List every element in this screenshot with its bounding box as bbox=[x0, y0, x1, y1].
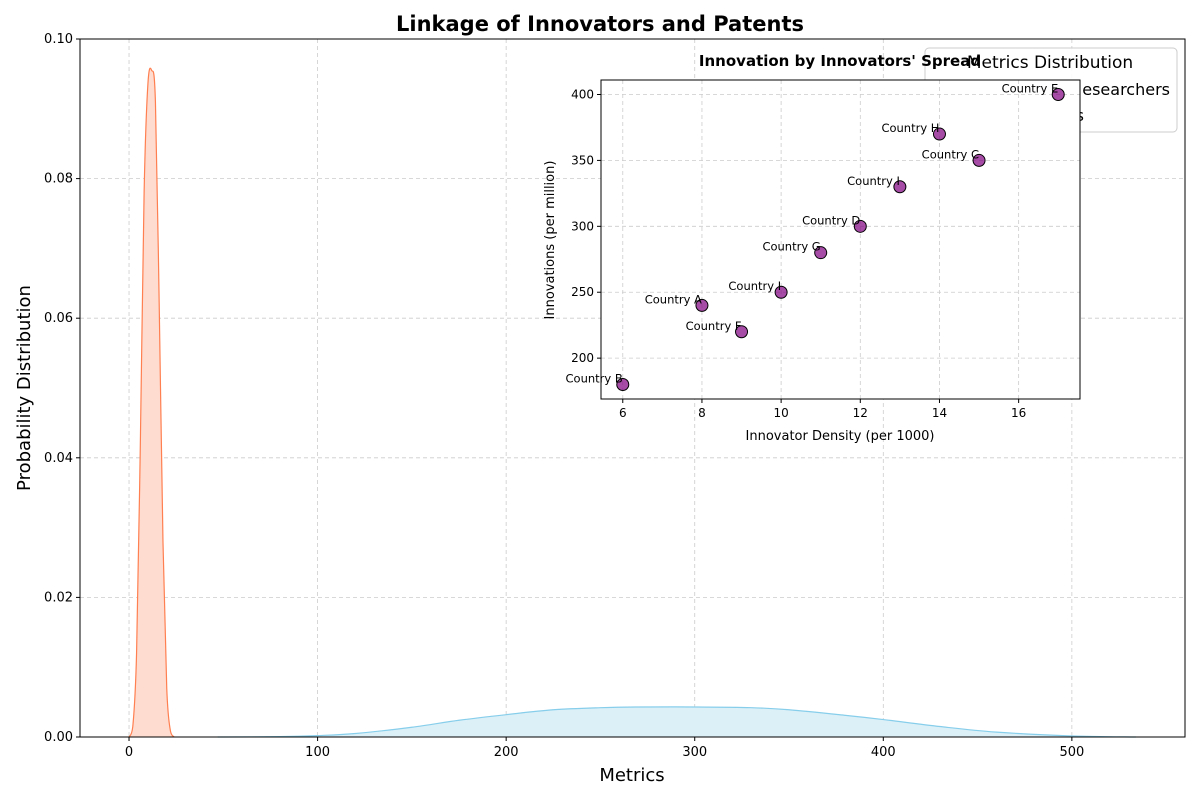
main-x-tick-label: 500 bbox=[1059, 745, 1084, 760]
scatter-point-label: Country B bbox=[566, 372, 623, 386]
scatter-point bbox=[853, 219, 867, 233]
main-title: Linkage of Innovators and Patents bbox=[396, 12, 804, 36]
inset-y-axis-label: Innovations (per million) bbox=[543, 161, 558, 320]
inset-plot: Country A Country B Country C Country D Coun… bbox=[543, 52, 1081, 444]
scatter-point-label: Country F bbox=[686, 319, 742, 333]
scatter-point bbox=[735, 325, 749, 339]
inset-x-tick-label: 14 bbox=[932, 406, 947, 420]
main-y-tick-label: 0.00 bbox=[44, 730, 73, 745]
legend-entry-1: esearchers bbox=[1082, 80, 1170, 99]
scatter-point-label: Country E bbox=[1002, 82, 1059, 96]
scatter-point bbox=[616, 378, 630, 391]
main-x-ticks: 0 100 200 300 400 500 bbox=[125, 737, 1084, 760]
inset-y-tick-label: 300 bbox=[571, 219, 594, 233]
main-x-tick-label: 400 bbox=[871, 745, 896, 760]
inset-plot-frame bbox=[600, 79, 1081, 400]
density-line-series-2 bbox=[217, 706, 1136, 738]
inset-x-tick-label: 16 bbox=[1011, 406, 1026, 420]
inset-y-tick-label: 350 bbox=[571, 153, 594, 167]
scatter-point-label: Country I bbox=[847, 174, 900, 188]
main-plot: 0 100 200 300 400 500 0.00 0.02 0.04 0.06 0.08 0.1… bbox=[14, 12, 1186, 786]
inset-y-tick-label: 250 bbox=[571, 285, 594, 299]
inset-y-tick-label: 200 bbox=[571, 351, 594, 365]
scatter-point bbox=[695, 298, 709, 312]
scatter-point-label: Country H bbox=[881, 121, 939, 135]
main-x-tick-label: 300 bbox=[682, 745, 707, 760]
inset-x-tick-label: 12 bbox=[853, 406, 868, 420]
inset-points bbox=[616, 88, 1065, 391]
main-y-ticks: 0.00 0.02 0.04 0.06 0.08 0.10 bbox=[44, 32, 80, 745]
scatter-point bbox=[814, 246, 828, 260]
main-y-axis-label: Probability Distribution bbox=[14, 285, 35, 491]
main-x-tick-label: 200 bbox=[494, 745, 519, 760]
main-plot-frame bbox=[79, 38, 1186, 738]
scatter-point-label: Country G bbox=[762, 240, 820, 254]
inset-title: Innovation by Innovators' Spread bbox=[699, 52, 981, 70]
main-x-tick-label: 0 bbox=[125, 745, 133, 760]
main-y-tick-label: 0.02 bbox=[44, 590, 73, 605]
main-y-tick-label: 0.06 bbox=[44, 311, 73, 326]
density-area-series-1 bbox=[129, 68, 175, 738]
inset-x-tick-label: 8 bbox=[698, 406, 706, 420]
density-line-series-1 bbox=[128, 67, 175, 738]
main-y-tick-label: 0.04 bbox=[44, 451, 73, 466]
scatter-point-label: Country C bbox=[922, 147, 979, 161]
legend-title: Metrics Distribution bbox=[967, 53, 1133, 73]
density-area-series-2 bbox=[217, 706, 1136, 737]
scatter-point-label: Country A bbox=[645, 292, 702, 306]
inset-point-labels: Country A Country B Country C Country D Coun… bbox=[566, 82, 1059, 386]
main-density-areas bbox=[128, 67, 1136, 738]
inset-x-axis-label: Innovator Density (per 1000) bbox=[746, 429, 935, 444]
inset-x-tick-label: 6 bbox=[619, 406, 627, 420]
inset-y-tick-label: 400 bbox=[571, 88, 594, 102]
scatter-point bbox=[774, 285, 788, 299]
scatter-point bbox=[1051, 88, 1065, 101]
scatter-point bbox=[972, 153, 986, 167]
inset-y-ticks: 200 250 300 350 400 bbox=[571, 88, 601, 365]
inset-grid bbox=[601, 80, 1080, 399]
inset-background bbox=[601, 80, 1080, 399]
main-y-tick-label: 0.08 bbox=[44, 172, 73, 187]
scatter-point bbox=[932, 127, 946, 141]
scatter-point-label: Country I bbox=[728, 279, 781, 293]
inset-x-tick-label: 10 bbox=[773, 406, 788, 420]
scatter-point-label: Country D bbox=[802, 213, 860, 227]
main-y-tick-label: 0.10 bbox=[44, 32, 73, 47]
inset-x-ticks: 6 8 10 12 14 16 bbox=[619, 399, 1026, 420]
main-x-axis-label: Metrics bbox=[599, 765, 664, 786]
scatter-point bbox=[893, 180, 907, 194]
main-x-tick-label: 100 bbox=[305, 745, 330, 760]
